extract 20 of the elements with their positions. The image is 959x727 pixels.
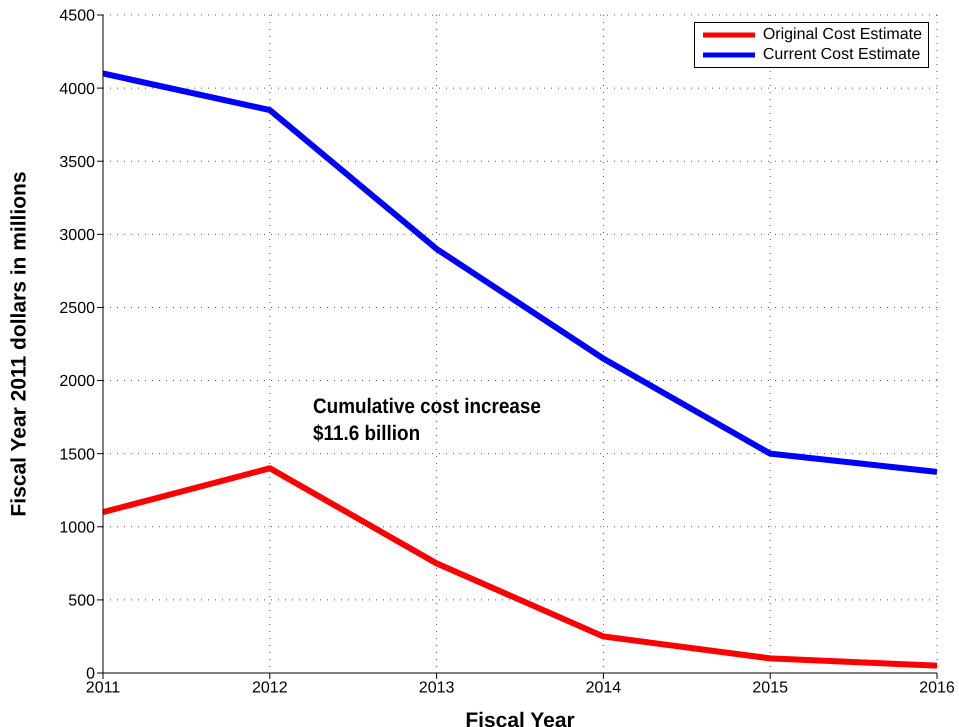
x-tick-label: 2012 — [252, 679, 288, 696]
y-tick-label: 3500 — [59, 154, 96, 171]
x-tick-label: 2014 — [586, 679, 622, 696]
y-axis-title: Fiscal Year 2011 dollars in millions — [7, 171, 30, 517]
y-tick-label: 1500 — [59, 446, 96, 464]
legend-label: Original Cost Estimate — [762, 25, 922, 45]
y-tick-label: 4000 — [59, 80, 96, 98]
y-tick-label: 2000 — [59, 373, 96, 390]
y-tick-label: 3000 — [59, 227, 96, 244]
legend-label: Current Cost Estimate — [762, 45, 920, 65]
y-tick-label: 2500 — [59, 300, 96, 318]
annotation: Cumulative cost increase $11.6 billion — [313, 394, 541, 447]
y-tick-label: 500 — [68, 592, 96, 610]
x-tick-label: 2013 — [418, 679, 454, 696]
y-tick-label: 1000 — [59, 519, 96, 536]
y-tick-label: 4500 — [59, 8, 96, 25]
x-tick-label: 2015 — [752, 679, 788, 696]
x-tick-label: 2011 — [86, 679, 120, 696]
x-axis-title: Fiscal Year — [465, 709, 575, 727]
x-tick-label: 2016 — [919, 679, 955, 696]
